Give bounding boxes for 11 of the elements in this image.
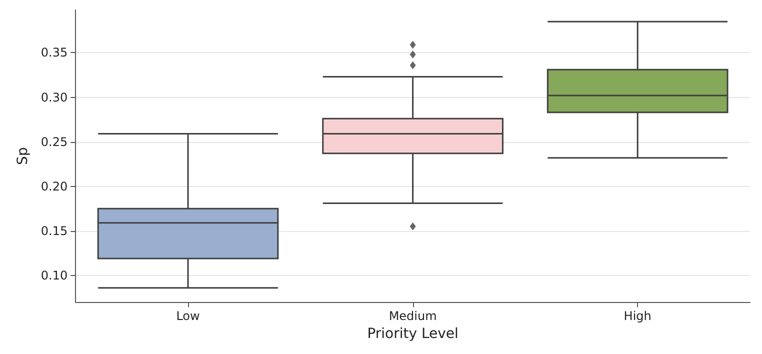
y-tick-label: 0.30 [40,90,68,104]
y-tick-label: 0.10 [40,268,68,282]
y-tick-label: 0.15 [40,224,68,238]
y-tick-label: 0.20 [40,179,68,194]
y-tick-label: 0.35 [40,46,68,60]
x-tick-label: Medium [388,309,437,324]
x-axis-title: Priority Level [367,326,458,342]
x-tick-label: High [624,309,652,324]
x-tick-label: Low [176,309,200,324]
y-axis-title: Sp [15,147,31,165]
y-tick-label: 0.25 [40,134,68,149]
